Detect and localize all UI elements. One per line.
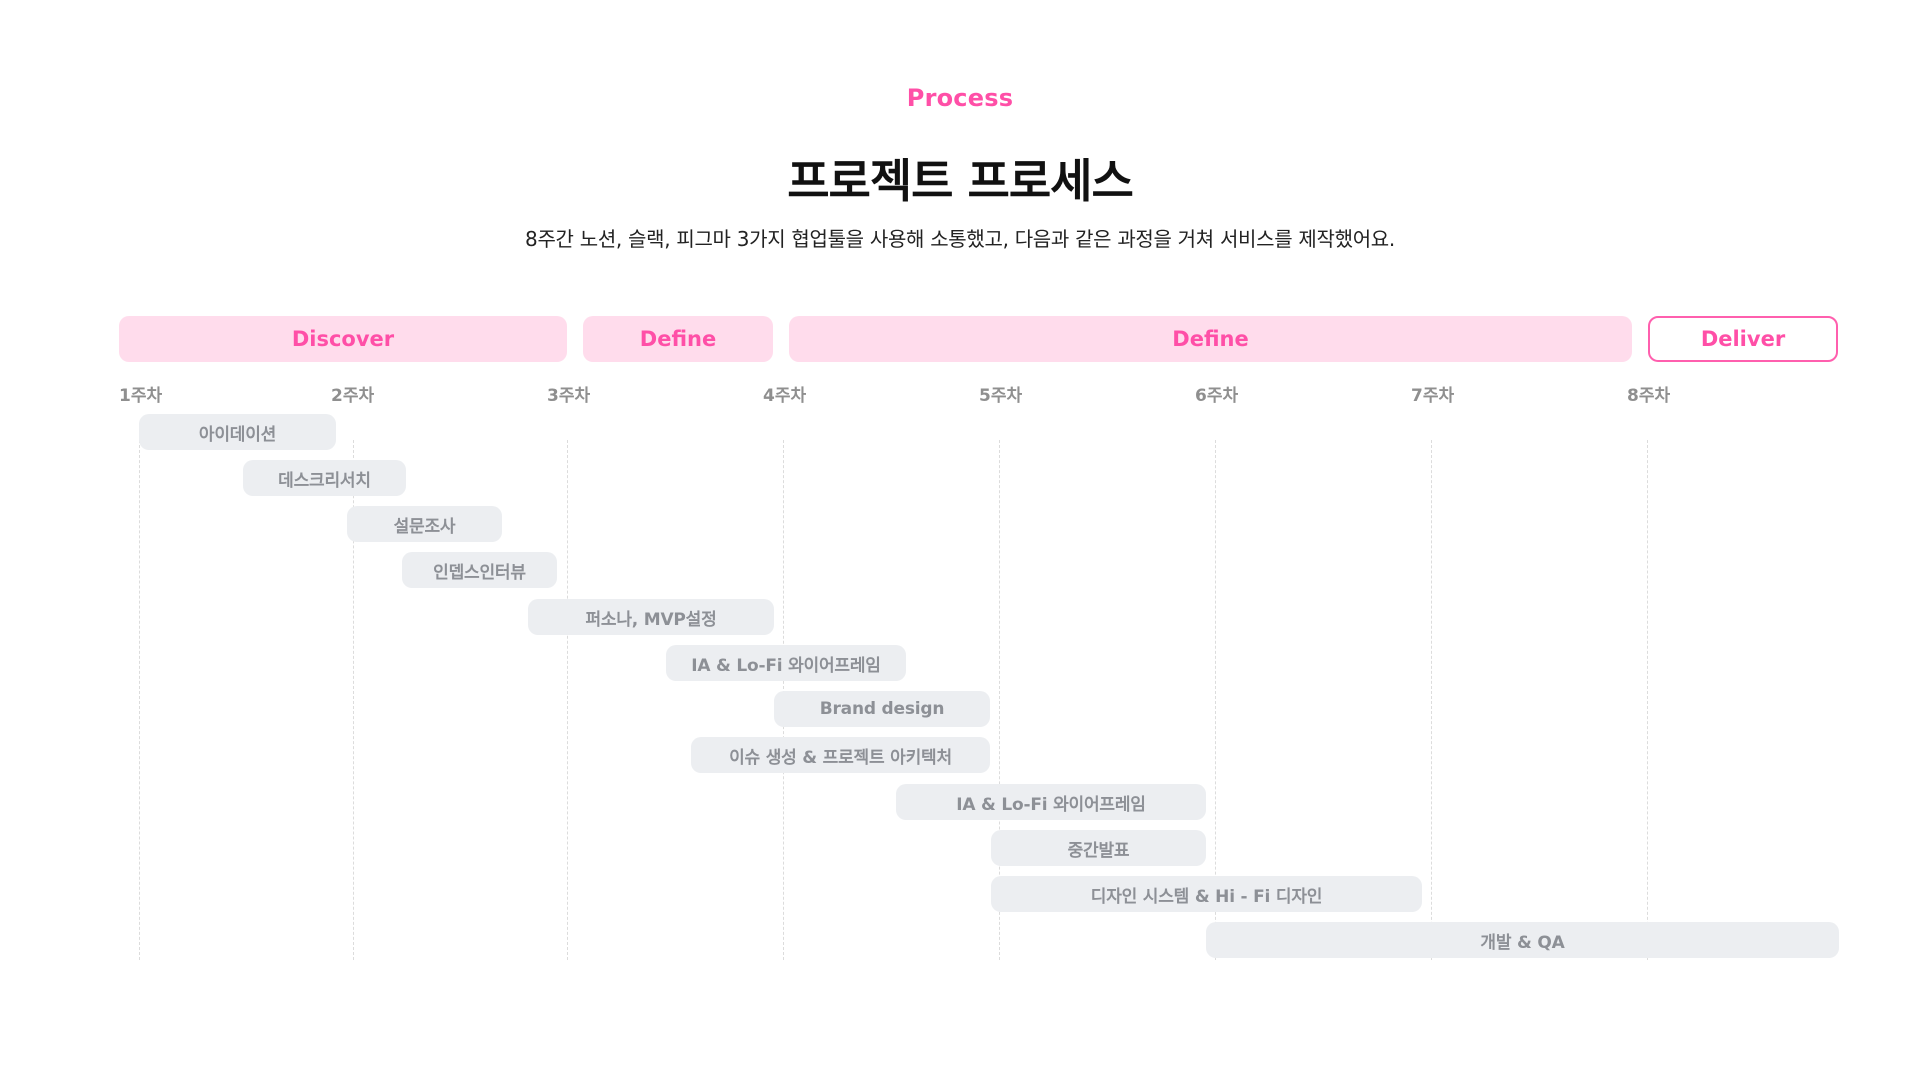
week-divider: [1647, 440, 1648, 960]
task-desk-research: 데스크리서치: [243, 460, 406, 496]
week-divider: [1431, 440, 1432, 960]
page-title: 프로젝트 프로세스: [787, 154, 1134, 208]
task-label: IA & Lo-Fi 와이어프레임: [956, 794, 1146, 815]
task-label: IA & Lo-Fi 와이어프레임: [691, 655, 881, 676]
task-design-system-hifi: 디자인 시스템 & Hi - Fi 디자인: [991, 876, 1422, 912]
task-label: 인뎁스인터뷰: [433, 562, 526, 583]
phase-label: Define: [1172, 327, 1249, 351]
task-ia-lofi-wireframe-2: IA & Lo-Fi 와이어프레임: [896, 784, 1206, 820]
task-persona-mvp: 퍼소나, MVP설정: [528, 599, 774, 635]
phase-label: Deliver: [1700, 327, 1786, 351]
task-label: 이슈 생성 & 프로젝트 아키텍처: [729, 747, 952, 768]
week-label-7: 7주차: [1411, 386, 1455, 406]
week-divider: [139, 440, 140, 960]
week-label-6: 6주차: [1195, 386, 1239, 406]
week-label-5: 5주차: [979, 386, 1023, 406]
week-label-3: 3주차: [547, 386, 591, 406]
week-divider: [353, 440, 354, 960]
task-label: 디자인 시스템 & Hi - Fi 디자인: [1090, 886, 1323, 907]
phase-define-2: Define: [789, 316, 1632, 362]
phase-discover: Discover: [119, 316, 567, 362]
task-survey: 설문조사: [347, 506, 502, 542]
phase-label: Define: [639, 327, 717, 351]
task-label: 개발 & QA: [1480, 932, 1565, 953]
task-label: 퍼소나, MVP설정: [585, 609, 717, 630]
task-issue-architecture: 이슈 생성 & 프로젝트 아키텍처: [691, 737, 990, 773]
week-label-4: 4주차: [763, 386, 807, 406]
task-label: 설문조사: [393, 516, 456, 537]
task-label: 중간발표: [1067, 840, 1130, 861]
task-ideation: 아이데이션: [139, 414, 336, 450]
task-brand-design: Brand design: [774, 691, 990, 727]
section-eyebrow: Process: [906, 84, 1014, 112]
task-ia-lofi-wireframe-1: IA & Lo-Fi 와이어프레임: [666, 645, 906, 681]
week-label-8: 8주차: [1627, 386, 1671, 406]
task-label: 아이데이션: [198, 424, 277, 445]
page-subtitle: 8주간 노션, 슬랙, 피그마 3가지 협업툴을 사용해 소통했고, 다음과 같…: [525, 227, 1395, 251]
week-label-2: 2주차: [331, 386, 375, 406]
task-in-depth-interview: 인뎁스인터뷰: [402, 552, 557, 588]
phase-label: Discover: [291, 327, 395, 351]
week-label-1: 1주차: [119, 386, 163, 406]
task-label: Brand design: [819, 699, 945, 719]
week-divider: [567, 440, 568, 960]
week-divider: [1215, 440, 1216, 960]
task-midterm-presentation: 중간발표: [991, 830, 1206, 866]
task-label: 데스크리서치: [278, 470, 371, 491]
phase-deliver: Deliver: [1648, 316, 1838, 362]
week-divider: [999, 440, 1000, 960]
task-development-qa: 개발 & QA: [1206, 922, 1839, 958]
phase-define-1: Define: [583, 316, 773, 362]
